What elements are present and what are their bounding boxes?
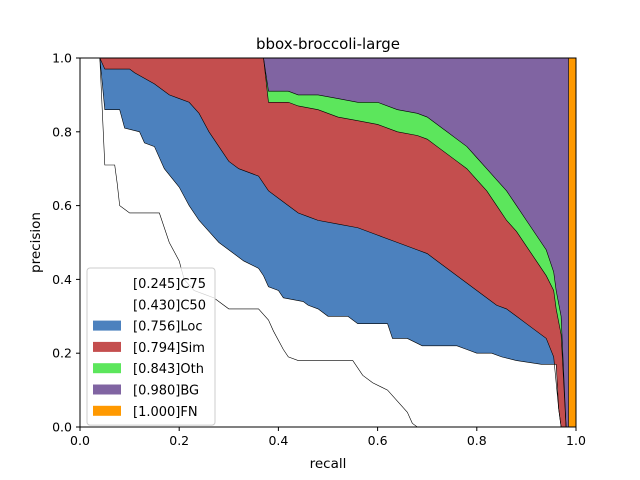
x-tick-label: 0.6 [368,433,388,448]
legend-label: [0.430]C50 [133,298,206,313]
legend: [0.245]C75 [0.430]C50 [0.756]Loc [0.794]Sim… [86,267,216,426]
y-tick-label: 0.2 [52,346,72,361]
y-tick-label: 0.4 [52,272,72,287]
boundary-line-3 [80,57,576,428]
y-tick-label: 0.6 [52,198,72,213]
legend-swatch [93,320,121,331]
y-axis: 0.0 0.2 0.4 0.6 0.8 1.0 [52,51,80,435]
legend-swatch [93,341,121,352]
plot-frame [79,57,577,428]
y-tick-label: 0.8 [52,124,72,139]
x-tick-label: 0.0 [70,433,90,448]
legend-swatch [93,405,121,416]
x-axis-label: recall [310,456,347,472]
legend-label: [1.000]FN [133,405,198,420]
legend-label: [0.980]BG [133,384,199,399]
y-axis-label: precision [28,212,44,273]
legend-swatch [93,278,121,288]
boundary-line-1 [80,57,576,428]
y-tick-label: 1.0 [52,51,72,66]
y-tick-label: 0.0 [52,420,72,435]
legend-swatch [93,363,121,374]
legend-label: [0.794]Sim [133,341,205,356]
x-tick-label: 0.2 [169,433,189,448]
legend-swatch [93,299,121,310]
boundary-line-5 [80,57,576,428]
legend-swatch [93,384,121,395]
x-axis: 0.0 0.2 0.4 0.6 0.8 1.0 [70,427,586,448]
legend-label: [0.756]Loc [133,320,202,335]
boundary-line-2 [80,57,576,428]
boundary-line-4 [80,57,576,428]
chart-title: bbox-broccoli-large [256,35,400,53]
legend-label: [0.843]Oth [133,362,204,377]
x-tick-label: 0.4 [268,433,288,448]
x-tick-label: 0.8 [467,433,487,448]
x-tick-label: 1.0 [566,433,586,448]
legend-label: [0.245]C75 [133,277,206,292]
